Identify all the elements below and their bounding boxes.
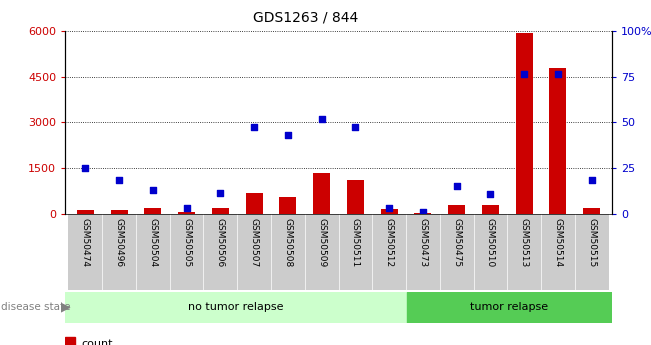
Bar: [372, 214, 406, 290]
Bar: [65, 337, 75, 345]
Text: GSM50513: GSM50513: [519, 218, 529, 267]
Text: GSM50509: GSM50509: [317, 218, 326, 267]
Bar: [440, 214, 473, 290]
Bar: [212, 208, 229, 214]
Bar: [305, 214, 339, 290]
Bar: [111, 210, 128, 214]
Text: GSM50508: GSM50508: [283, 218, 292, 267]
Bar: [170, 214, 204, 290]
Text: no tumor relapse: no tumor relapse: [188, 302, 284, 312]
Bar: [237, 214, 271, 290]
Text: GSM50504: GSM50504: [148, 218, 158, 267]
Bar: [407, 292, 612, 323]
Bar: [583, 208, 600, 214]
Text: disease state: disease state: [1, 302, 70, 312]
Point: [553, 71, 563, 77]
Point: [148, 187, 158, 192]
Bar: [204, 214, 237, 290]
Bar: [575, 214, 609, 290]
Bar: [549, 68, 566, 214]
Bar: [178, 212, 195, 214]
Bar: [102, 214, 136, 290]
Text: tumor relapse: tumor relapse: [470, 302, 549, 312]
Point: [451, 184, 462, 189]
Text: GSM50507: GSM50507: [249, 218, 258, 267]
Text: GSM50473: GSM50473: [419, 218, 428, 267]
Point: [587, 178, 597, 183]
Text: GSM50510: GSM50510: [486, 218, 495, 267]
Bar: [313, 173, 330, 214]
Bar: [279, 197, 296, 214]
Bar: [406, 214, 440, 290]
Point: [384, 205, 395, 210]
Bar: [145, 208, 161, 214]
Point: [350, 124, 361, 130]
Point: [215, 190, 226, 195]
Text: GSM50506: GSM50506: [216, 218, 225, 267]
Bar: [541, 214, 575, 290]
Text: count: count: [81, 339, 113, 345]
Bar: [271, 214, 305, 290]
Bar: [473, 214, 507, 290]
Bar: [245, 193, 262, 214]
Bar: [347, 180, 364, 214]
Bar: [449, 205, 465, 214]
Bar: [415, 213, 432, 214]
Bar: [136, 214, 170, 290]
Bar: [381, 209, 398, 214]
Text: GSM50505: GSM50505: [182, 218, 191, 267]
Bar: [516, 32, 533, 214]
Text: GSM50474: GSM50474: [81, 218, 90, 267]
Text: GSM50496: GSM50496: [115, 218, 124, 267]
Text: GSM50514: GSM50514: [553, 218, 562, 267]
Bar: [65, 292, 407, 323]
Point: [485, 191, 495, 197]
Bar: [339, 214, 372, 290]
Text: GSM50475: GSM50475: [452, 218, 461, 267]
Bar: [77, 210, 94, 214]
Text: GSM50512: GSM50512: [385, 218, 394, 267]
Text: GSM50511: GSM50511: [351, 218, 360, 267]
Text: ▶: ▶: [61, 300, 70, 314]
Point: [249, 124, 259, 130]
Text: GDS1263 / 844: GDS1263 / 844: [253, 10, 359, 24]
Point: [114, 178, 124, 183]
Point: [283, 132, 293, 137]
Point: [418, 210, 428, 215]
Text: GSM50515: GSM50515: [587, 218, 596, 267]
Point: [182, 205, 192, 210]
Bar: [482, 205, 499, 214]
Bar: [68, 214, 102, 290]
Point: [316, 117, 327, 122]
Point: [80, 166, 90, 171]
Point: [519, 71, 529, 77]
Bar: [507, 214, 541, 290]
